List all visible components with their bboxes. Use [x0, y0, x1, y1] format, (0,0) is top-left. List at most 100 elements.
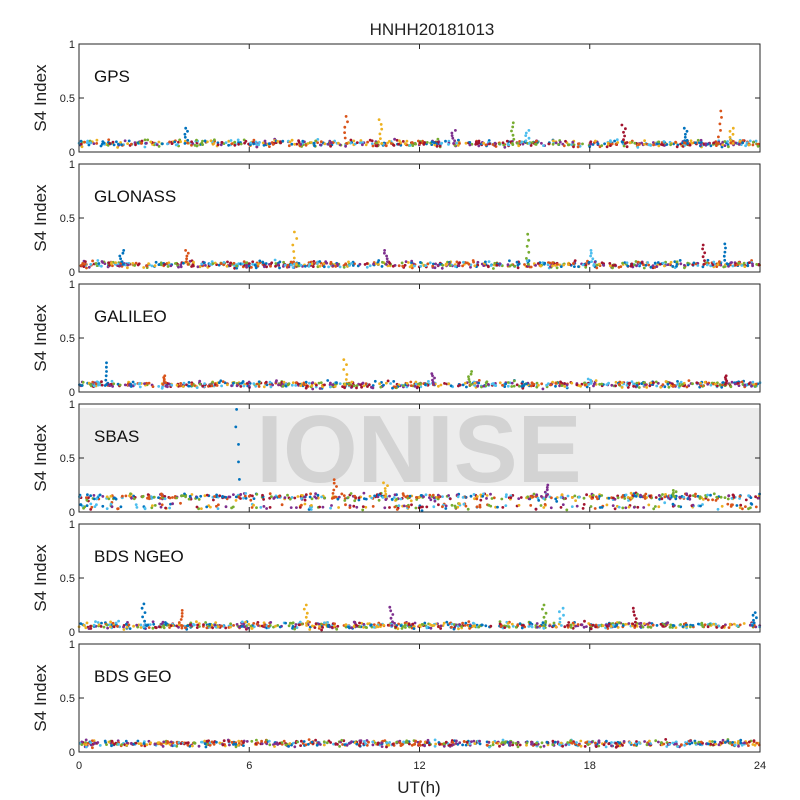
- data-point: [222, 263, 226, 266]
- data-point: [367, 740, 370, 744]
- data-point: [462, 502, 466, 506]
- data-point: [186, 141, 189, 145]
- data-point: [242, 260, 246, 264]
- data-point: [585, 385, 589, 389]
- data-point: [179, 263, 183, 267]
- spike-point: [589, 249, 593, 252]
- data-point: [268, 492, 272, 496]
- data-point: [143, 382, 146, 385]
- data-point: [371, 740, 375, 744]
- data-point: [232, 743, 235, 746]
- data-point: [689, 739, 692, 742]
- data-point: [255, 382, 259, 386]
- data-point: [657, 144, 661, 148]
- data-point: [639, 493, 642, 497]
- data-point: [362, 625, 365, 629]
- data-point: [438, 144, 442, 148]
- data-point: [431, 264, 435, 268]
- data-point: [321, 385, 325, 389]
- data-point: [224, 141, 228, 145]
- data-point: [314, 139, 318, 143]
- data-point: [281, 384, 285, 388]
- spike-point: [703, 259, 706, 262]
- spike-point: [560, 624, 563, 627]
- data-point: [691, 624, 695, 627]
- data-point: [108, 623, 112, 626]
- spike-point: [623, 134, 626, 138]
- scatter-points: [77, 109, 760, 149]
- spike-point: [620, 123, 624, 127]
- data-point: [203, 261, 206, 265]
- data-point: [636, 146, 640, 149]
- data-point: [498, 262, 502, 265]
- data-point: [558, 743, 562, 747]
- x-axis-label: UT(h): [397, 778, 440, 797]
- data-point: [652, 507, 656, 511]
- data-point: [543, 261, 547, 265]
- data-point: [318, 387, 322, 390]
- data-point: [633, 494, 637, 498]
- data-point: [294, 623, 298, 626]
- data-point: [477, 381, 481, 385]
- data-point: [403, 623, 407, 627]
- data-point: [450, 622, 454, 626]
- data-point: [390, 497, 394, 501]
- data-point: [529, 621, 532, 625]
- spike-point: [672, 491, 675, 495]
- data-point: [711, 498, 714, 502]
- data-point: [549, 506, 553, 510]
- scatter-points: [79, 230, 761, 270]
- data-point: [554, 625, 558, 629]
- data-point: [471, 621, 475, 625]
- spike-point: [140, 606, 144, 610]
- data-point: [131, 262, 135, 265]
- data-point: [89, 141, 92, 145]
- data-point: [232, 261, 236, 265]
- data-point: [596, 497, 599, 501]
- data-point: [546, 263, 550, 267]
- spike-point: [291, 243, 295, 247]
- data-point: [602, 743, 606, 747]
- data-point: [442, 742, 446, 746]
- data-point: [263, 141, 267, 145]
- data-point: [547, 142, 551, 146]
- data-point: [360, 621, 364, 625]
- data-point: [608, 262, 612, 265]
- data-point: [432, 624, 436, 627]
- spike-point: [141, 615, 145, 619]
- data-point: [732, 495, 736, 499]
- data-point: [344, 623, 348, 627]
- data-point: [500, 741, 504, 744]
- data-point: [555, 266, 559, 270]
- spike-point: [390, 624, 394, 627]
- data-point: [575, 383, 579, 387]
- data-point: [558, 384, 561, 388]
- data-point: [410, 503, 413, 507]
- data-point: [123, 383, 127, 387]
- data-point: [255, 492, 259, 496]
- data-point: [737, 261, 741, 265]
- spike-point: [755, 616, 758, 620]
- data-point: [195, 496, 199, 499]
- data-point: [718, 260, 721, 264]
- data-point: [552, 624, 555, 628]
- data-point: [491, 143, 495, 146]
- spike-point: [753, 611, 757, 614]
- data-point: [145, 743, 149, 747]
- data-point: [523, 263, 526, 266]
- data-point: [245, 740, 249, 743]
- x-tick-label: 0: [76, 760, 82, 772]
- data-point: [319, 622, 323, 626]
- data-point: [182, 381, 186, 385]
- spike-point: [388, 605, 392, 609]
- spike-point: [624, 127, 627, 131]
- data-point: [303, 264, 307, 268]
- data-point: [153, 625, 157, 629]
- data-point: [329, 260, 333, 264]
- spike-point: [561, 606, 565, 610]
- data-point: [655, 142, 659, 146]
- data-point: [255, 738, 258, 742]
- data-point: [728, 622, 732, 626]
- data-point: [398, 741, 402, 745]
- data-point: [664, 260, 667, 264]
